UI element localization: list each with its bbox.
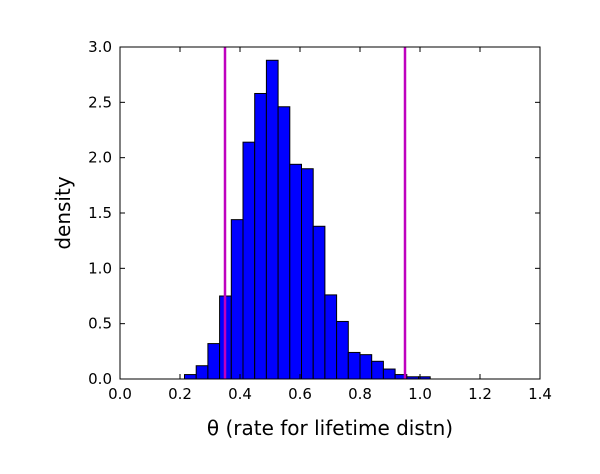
y-tick-label-3: 1.5 [88,204,112,222]
histogram-bar-13 [336,320,349,380]
y-tick-labels: 0.0 0.5 1.0 1.5 2.0 2.5 3.0 [88,38,112,388]
x-tick-label-1: 0.2 [168,385,192,403]
y-tick-label-1: 0.5 [88,315,112,333]
y-tick-label-0: 0.0 [88,370,112,388]
y-tick-label-2: 1.0 [88,259,112,277]
histogram-bar-8 [277,106,291,380]
histogram-bar-11 [312,225,326,380]
histogram-bar-7 [265,59,279,380]
x-tick-label-3: 0.6 [288,385,312,403]
axis-ticks [119,46,541,380]
histogram-bar-10 [301,168,314,380]
y-tick-label-5: 2.5 [88,93,112,111]
histogram-bar-17 [382,368,396,380]
x-axis-label: θ (rate for lifetime distn) [207,416,453,440]
interval-lines [223,47,407,379]
histogram-bars [184,59,431,380]
histogram-bar-9 [289,163,302,380]
histogram-bar-5 [242,141,256,380]
x-tick-labels: 0.0 0.2 0.4 0.6 0.8 1.0 1.2 1.4 [108,385,552,403]
histogram-bar-2 [207,343,221,380]
histogram-bar-6 [254,92,267,380]
x-tick-label-7: 1.4 [528,385,552,403]
y-axis-label: density [51,176,75,249]
histogram-bar-16 [371,360,384,380]
y-tick-label-6: 3.0 [88,38,112,56]
histogram-bar-14 [347,351,361,380]
x-tick-label-2: 0.4 [228,385,252,403]
y-tick-label-4: 2.0 [88,149,112,167]
histogram-bar-0 [184,374,197,380]
x-tick-label-5: 1.0 [408,385,432,403]
x-tick-label-6: 1.2 [468,385,492,403]
x-tick-label-0: 0.0 [108,385,132,403]
histogram-bar-4 [230,219,244,380]
x-tick-label-4: 0.8 [348,385,372,403]
histogram-bar-12 [324,294,338,380]
histogram-bar-15 [359,354,373,380]
histogram-bar-1 [195,365,209,380]
